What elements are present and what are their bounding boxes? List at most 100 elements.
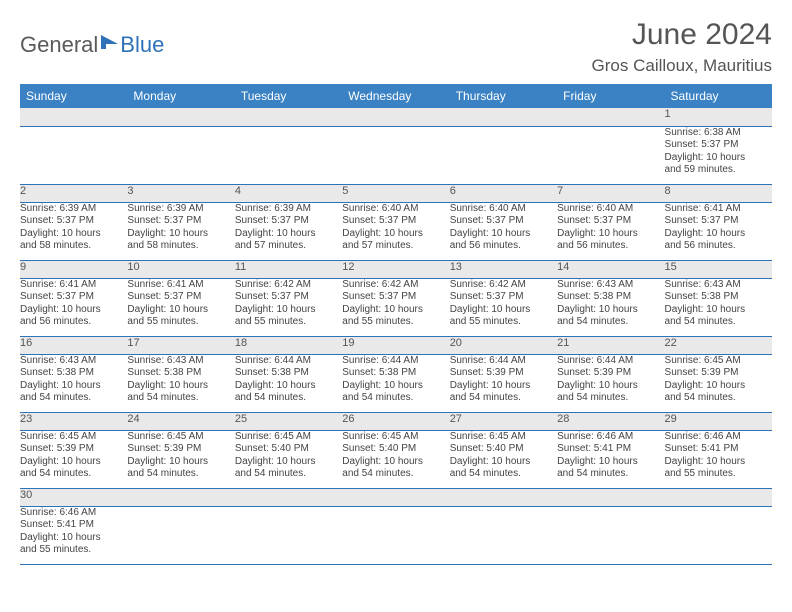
- day-detail-cell: Sunrise: 6:43 AMSunset: 5:38 PMDaylight:…: [665, 278, 772, 336]
- title-block: June 2024 Gros Cailloux, Mauritius: [592, 18, 772, 76]
- day-number-cell: 2: [20, 184, 127, 202]
- day-detail-cell: Sunrise: 6:43 AMSunset: 5:38 PMDaylight:…: [20, 354, 127, 412]
- day-number-cell: 10: [127, 260, 234, 278]
- day-detail-line: Sunrise: 6:42 AM: [235, 279, 342, 292]
- day-detail-line: Sunset: 5:39 PM: [450, 367, 557, 380]
- day-detail-row: Sunrise: 6:46 AMSunset: 5:41 PMDaylight:…: [20, 506, 772, 564]
- day-detail-cell: Sunrise: 6:43 AMSunset: 5:38 PMDaylight:…: [557, 278, 664, 336]
- day-detail-line: Sunset: 5:41 PM: [557, 443, 664, 456]
- day-detail-line: and 54 minutes.: [20, 468, 127, 481]
- day-detail-line: Sunrise: 6:44 AM: [557, 355, 664, 368]
- day-detail-line: Sunset: 5:37 PM: [235, 291, 342, 304]
- day-detail-line: Sunset: 5:39 PM: [557, 367, 664, 380]
- day-detail-line: Sunrise: 6:43 AM: [665, 279, 772, 292]
- day-detail-cell: [665, 506, 772, 564]
- logo: General Blue: [20, 18, 164, 58]
- day-detail-line: Daylight: 10 hours: [342, 304, 449, 317]
- day-detail-line: Sunset: 5:40 PM: [342, 443, 449, 456]
- day-number-cell: 1: [665, 108, 772, 126]
- day-detail-cell: Sunrise: 6:45 AMSunset: 5:39 PMDaylight:…: [127, 430, 234, 488]
- day-detail-line: Sunrise: 6:43 AM: [127, 355, 234, 368]
- day-number-cell: [342, 108, 449, 126]
- day-detail-line: Daylight: 10 hours: [127, 228, 234, 241]
- day-detail-line: and 54 minutes.: [342, 392, 449, 405]
- day-detail-line: Sunrise: 6:45 AM: [20, 431, 127, 444]
- day-detail-line: Sunrise: 6:39 AM: [20, 203, 127, 216]
- day-detail-cell: Sunrise: 6:45 AMSunset: 5:40 PMDaylight:…: [235, 430, 342, 488]
- day-header: Monday: [127, 84, 234, 108]
- day-header: Saturday: [665, 84, 772, 108]
- day-detail-line: Sunset: 5:41 PM: [665, 443, 772, 456]
- day-detail-line: Sunrise: 6:43 AM: [557, 279, 664, 292]
- day-detail-line: Daylight: 10 hours: [20, 380, 127, 393]
- day-number-cell: 20: [450, 336, 557, 354]
- day-detail-cell: Sunrise: 6:44 AMSunset: 5:39 PMDaylight:…: [557, 354, 664, 412]
- day-detail-cell: Sunrise: 6:39 AMSunset: 5:37 PMDaylight:…: [235, 202, 342, 260]
- day-detail-line: Sunrise: 6:46 AM: [665, 431, 772, 444]
- day-detail-row: Sunrise: 6:39 AM Sunset: 5:37 PM Daylight:…: [20, 202, 772, 260]
- day-number-cell: 6: [450, 184, 557, 202]
- day-detail-line: Daylight: 10 hours: [342, 228, 449, 241]
- day-number-cell: 25: [235, 412, 342, 430]
- day-number-cell: [450, 108, 557, 126]
- day-detail-line: Sunrise: 6:45 AM: [450, 431, 557, 444]
- day-detail-cell: Sunrise: 6:40 AMSunset: 5:37 PMDaylight:…: [450, 202, 557, 260]
- day-detail-line: and 56 minutes.: [557, 240, 664, 253]
- day-detail-line: and 54 minutes.: [557, 392, 664, 405]
- day-detail-cell: [450, 506, 557, 564]
- day-detail-line: and 56 minutes.: [665, 240, 772, 253]
- day-detail-line: Daylight: 10 hours: [450, 304, 557, 317]
- day-detail-cell: Sunrise: 6:44 AMSunset: 5:39 PMDaylight:…: [450, 354, 557, 412]
- day-detail-line: Daylight: 10 hours: [20, 228, 127, 241]
- day-detail-cell: Sunrise: 6:41 AMSunset: 5:37 PMDaylight:…: [127, 278, 234, 336]
- day-detail-line: and 55 minutes.: [235, 316, 342, 329]
- day-detail-line: Daylight: 10 hours: [557, 304, 664, 317]
- day-detail-cell: Sunrise: 6:43 AMSunset: 5:38 PMDaylight:…: [127, 354, 234, 412]
- day-number-cell: 4: [235, 184, 342, 202]
- day-detail-cell: Sunrise: 6:39 AMSunset: 5:37 PMDaylight:…: [127, 202, 234, 260]
- day-detail-cell: Sunrise: 6:40 AMSunset: 5:37 PMDaylight:…: [342, 202, 449, 260]
- day-number-cell: 9: [20, 260, 127, 278]
- day-detail-line: and 55 minutes.: [342, 316, 449, 329]
- header: General Blue June 2024 Gros Cailloux, Ma…: [20, 18, 772, 76]
- day-number-cell: [450, 488, 557, 506]
- day-detail-line: Daylight: 10 hours: [20, 532, 127, 545]
- day-number-cell: 22: [665, 336, 772, 354]
- day-detail-line: Sunset: 5:37 PM: [665, 215, 772, 228]
- day-number-cell: [20, 108, 127, 126]
- day-detail-line: Daylight: 10 hours: [450, 380, 557, 393]
- day-number-cell: 28: [557, 412, 664, 430]
- day-detail-cell: Sunrise: 6:42 AMSunset: 5:37 PMDaylight:…: [235, 278, 342, 336]
- day-detail-cell: Sunrise: 6:41 AMSunset: 5:37 PMDaylight:…: [20, 278, 127, 336]
- logo-text-general: General: [20, 32, 98, 58]
- day-detail-cell: Sunrise: 6:45 AMSunset: 5:40 PMDaylight:…: [342, 430, 449, 488]
- calendar-table: Sunday Monday Tuesday Wednesday Thursday…: [20, 84, 772, 565]
- day-detail-cell: Sunrise: 6:40 AMSunset: 5:37 PMDaylight:…: [557, 202, 664, 260]
- day-header-row: Sunday Monday Tuesday Wednesday Thursday…: [20, 84, 772, 108]
- day-detail-line: and 58 minutes.: [20, 240, 127, 253]
- day-number-cell: 5: [342, 184, 449, 202]
- day-number-cell: 14: [557, 260, 664, 278]
- day-detail-line: Sunset: 5:37 PM: [127, 291, 234, 304]
- day-detail-cell: [450, 126, 557, 184]
- day-detail-line: Sunrise: 6:43 AM: [20, 355, 127, 368]
- day-detail-line: Sunrise: 6:40 AM: [557, 203, 664, 216]
- day-detail-line: Daylight: 10 hours: [235, 380, 342, 393]
- day-detail-cell: [127, 506, 234, 564]
- day-detail-cell: Sunrise: 6:39 AMSunset: 5:37 PMDaylight:…: [20, 202, 127, 260]
- day-detail-cell: [342, 506, 449, 564]
- day-number-cell: 8: [665, 184, 772, 202]
- day-detail-cell: Sunrise: 6:46 AMSunset: 5:41 PMDaylight:…: [557, 430, 664, 488]
- day-detail-line: Daylight: 10 hours: [665, 152, 772, 165]
- flag-icon: [100, 32, 122, 58]
- day-detail-row: Sunrise: 6:38 AMSunset: 5:37 PMDaylight:…: [20, 126, 772, 184]
- day-detail-line: Daylight: 10 hours: [235, 304, 342, 317]
- day-header: Tuesday: [235, 84, 342, 108]
- day-detail-line: Sunset: 5:38 PM: [235, 367, 342, 380]
- day-detail-line: Sunset: 5:38 PM: [127, 367, 234, 380]
- day-detail-cell: [557, 506, 664, 564]
- day-detail-line: Sunset: 5:38 PM: [557, 291, 664, 304]
- day-detail-line: Daylight: 10 hours: [342, 380, 449, 393]
- day-detail-line: Daylight: 10 hours: [450, 228, 557, 241]
- day-detail-line: and 54 minutes.: [127, 392, 234, 405]
